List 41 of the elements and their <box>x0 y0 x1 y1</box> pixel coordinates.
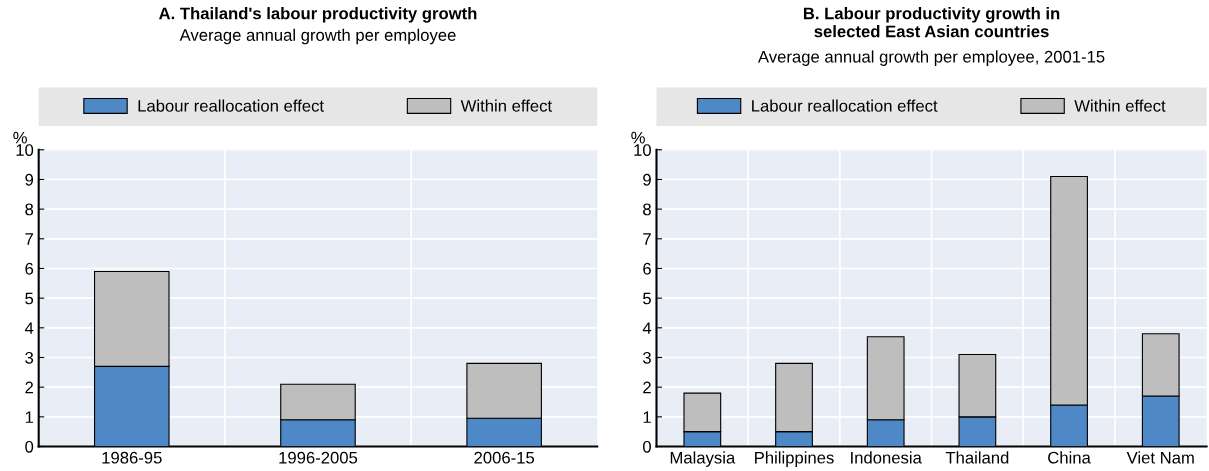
y-axis-title: % <box>631 131 645 144</box>
x-tick-label: 1986-95 <box>102 451 162 464</box>
y-tick-label: 1 <box>643 411 651 423</box>
x-tick-label: Thailand <box>945 451 1009 464</box>
y-tick-label: 10 <box>634 144 651 156</box>
chart-subtitle: Average annual growth per employee <box>179 28 456 45</box>
legend-label: Labour reallocation effect <box>138 99 324 112</box>
chart-subtitle: Average annual growth per employee, 2001-15 <box>758 50 1105 66</box>
y-tick-label: 6 <box>643 262 651 275</box>
y-tick-label: 6 <box>25 262 34 275</box>
x-tick-label: 2006-15 <box>474 451 535 464</box>
x-tick-label: Viet Nam <box>1126 451 1194 464</box>
y-tick-label: 3 <box>642 351 651 364</box>
legend-label: Within effect <box>1074 99 1166 112</box>
y-tick-label: 9 <box>25 173 34 186</box>
y-tick-label: 8 <box>25 203 34 216</box>
y-tick-label: 8 <box>643 203 651 216</box>
y-tick-label: 5 <box>25 292 34 305</box>
x-tick-label: China <box>1048 451 1091 464</box>
x-tick-label: Malaysia <box>670 451 736 467</box>
chart-title: B. Labour productivity growth in selected East Asian countries <box>803 7 1060 38</box>
y-tick-label: 2 <box>643 381 651 394</box>
y-tick-label: 4 <box>642 322 652 334</box>
x-tick-label: Indonesia <box>851 451 922 464</box>
x-tick-label: Philippines <box>755 451 834 467</box>
legend-label: Within effect <box>460 99 552 112</box>
y-tick-label: 3 <box>25 351 34 364</box>
y-tick-label: 7 <box>643 233 651 245</box>
y-tick-label: 10 <box>16 144 34 156</box>
y-tick-label: 2 <box>25 381 33 394</box>
y-tick-label: 0 <box>25 440 34 453</box>
y-tick-label: 5 <box>643 292 651 305</box>
chart-title: A. Thailand's labour productivity growth <box>159 7 477 23</box>
y-axis-title: % <box>13 131 27 144</box>
y-tick-label: 4 <box>24 322 34 334</box>
y-tick-label: 7 <box>25 233 33 245</box>
legend-label: Labour reallocation effect <box>752 99 938 112</box>
y-tick-label: 1 <box>25 411 34 423</box>
y-tick-label: 0 <box>643 440 651 453</box>
y-tick-label: 9 <box>643 173 651 186</box>
x-tick-label: 1996-2005 <box>279 451 358 464</box>
